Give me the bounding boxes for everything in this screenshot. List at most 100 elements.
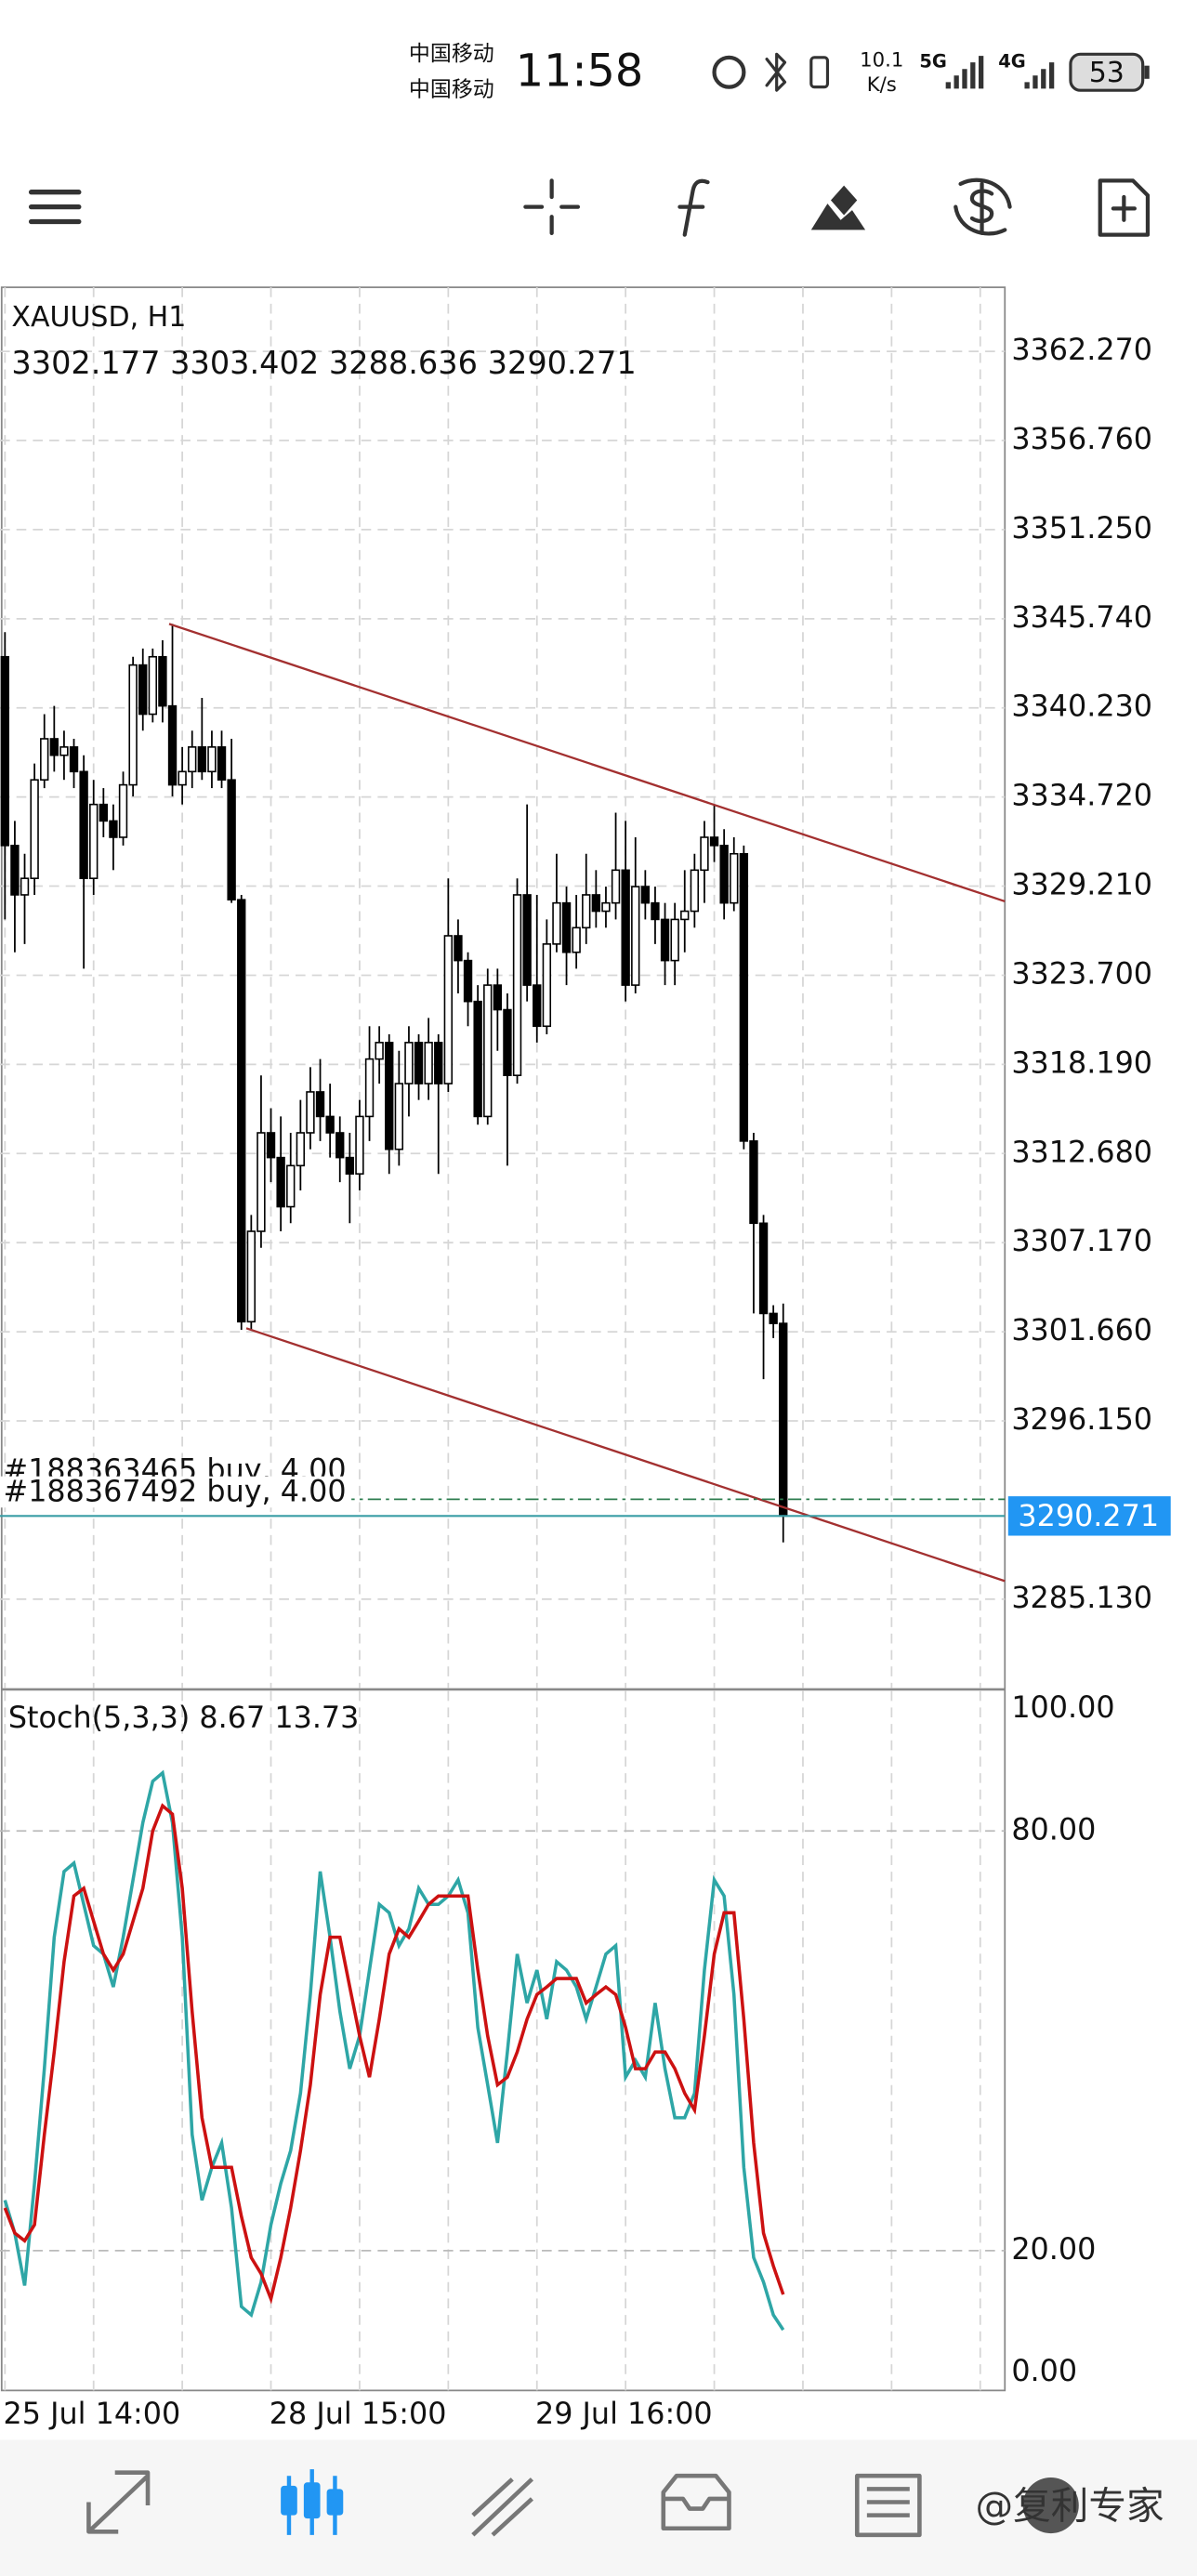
candle-body: [719, 845, 729, 904]
candle-body: [227, 779, 236, 900]
candle-body: [424, 1042, 433, 1084]
clock: 11:58: [516, 46, 643, 98]
bottom-nav: @复利专家: [0, 2439, 1197, 2576]
x-tick-label: 25 Jul 14:00: [4, 2397, 181, 2431]
candle-body: [414, 1042, 424, 1084]
d-value: 13.73: [274, 1701, 359, 1735]
carrier: 中国移动: [409, 42, 494, 66]
candle-body: [306, 1091, 315, 1134]
signal-icon: [1024, 62, 1055, 89]
trend-line: [245, 1327, 1006, 1583]
order-label: #188367492 buy, 4.00: [4, 1474, 347, 1508]
battery-icon: [1069, 52, 1145, 92]
bluetooth-icon: [765, 52, 787, 92]
candle-body: [640, 886, 651, 904]
candle-body: [651, 901, 660, 921]
network: 4G: [998, 51, 1025, 72]
candle-body: [375, 1042, 384, 1060]
y-tick-label: 3340.230: [1011, 690, 1152, 724]
candle-body: [503, 1008, 512, 1076]
y-tick-label: 3329.210: [1011, 868, 1152, 902]
candle-body: [128, 664, 138, 786]
battery-level: 53: [1089, 57, 1125, 89]
candle-body: [167, 704, 178, 786]
candle-body: [89, 803, 99, 879]
candle-body: [473, 1000, 482, 1118]
menu-button[interactable]: [28, 190, 82, 225]
stoch-line: [3, 1803, 785, 2305]
y-tick-label: 3312.680: [1011, 1135, 1152, 1169]
candle-body: [512, 894, 522, 1076]
quotes-tab[interactable]: [86, 2470, 151, 2534]
candle-body: [739, 852, 749, 1142]
candle-body: [611, 869, 621, 904]
candle-body: [158, 655, 167, 707]
order-label-bg: [0, 1476, 352, 1508]
candle-body: [99, 803, 109, 822]
candle-body: [591, 894, 601, 913]
overlay: #188363465 buy, 4.00#188367492 buy, 4.00…: [0, 1452, 1171, 1536]
x-tick-label: 28 Jul 15:00: [270, 2397, 447, 2431]
chart-tab[interactable]: [281, 2469, 344, 2535]
candle-body: [217, 746, 227, 781]
y-tick-label: 20.00: [1011, 2232, 1096, 2267]
candle-body: [385, 1042, 394, 1150]
candle-body: [680, 910, 690, 921]
candle-body: [542, 943, 552, 1028]
candle-body: [454, 935, 463, 962]
candle-body: [434, 1042, 443, 1084]
ohlc-high: 3303.402: [170, 345, 319, 381]
candle-body: [69, 746, 79, 773]
carrier: 中国移动: [409, 78, 494, 102]
y-tick-label: 3323.700: [1011, 956, 1152, 991]
candle-body: [0, 655, 10, 847]
y-tick-label: 80.00: [1011, 1812, 1096, 1847]
indicator-info: Stoch(5,3,3) 8.67 13.73: [8, 1701, 360, 1735]
price-label-bg: [1007, 1496, 1171, 1536]
candle-body: [49, 738, 59, 756]
candle-body: [148, 655, 158, 716]
k-value: 8.67: [199, 1701, 265, 1735]
new-order-button[interactable]: [1098, 178, 1151, 237]
candle-body: [769, 1312, 778, 1324]
candle-body: [364, 1058, 375, 1118]
grid: [0, 287, 1006, 2391]
vibrate-icon: [809, 56, 830, 89]
news-tab[interactable]: [854, 2473, 922, 2538]
candle-body: [404, 1042, 414, 1084]
candle-body: [178, 770, 187, 786]
network: 5G: [919, 51, 946, 72]
objects-button[interactable]: [810, 185, 866, 230]
candle-body: [276, 1156, 285, 1208]
history-tab[interactable]: [661, 2473, 731, 2531]
candle-body: [266, 1132, 276, 1159]
candle-body: [315, 1091, 325, 1118]
trend-line: [168, 623, 1006, 903]
candle-body: [188, 746, 197, 773]
candle-body: [118, 783, 128, 838]
indicators-button[interactable]: [677, 178, 710, 237]
candle-body: [690, 869, 700, 913]
candle-body: [758, 1222, 769, 1315]
status-bar: 中国移动 中国移动 11:58 10.1 K/s 5G 4G 53: [409, 42, 1150, 102]
watermark: @复利专家: [975, 2484, 1164, 2529]
candle-body: [237, 899, 246, 1323]
chart-frame: [0, 286, 1006, 2392]
y-tick-label: 100.00: [1011, 1690, 1114, 1725]
candle-body: [749, 1140, 758, 1225]
candle-body: [463, 959, 473, 1003]
trade-button[interactable]: [954, 177, 1012, 236]
y-tick-label: 3301.660: [1011, 1313, 1152, 1347]
candle-body: [730, 852, 739, 904]
plot: [0, 624, 788, 2332]
candle-body: [621, 869, 630, 986]
crosshair-button[interactable]: [523, 178, 581, 235]
candle-body: [483, 984, 493, 1118]
trade-tab[interactable]: [471, 2477, 534, 2537]
y-tick-label: 3307.170: [1011, 1224, 1152, 1258]
candle-body: [355, 1115, 364, 1176]
candle-body: [138, 664, 148, 716]
